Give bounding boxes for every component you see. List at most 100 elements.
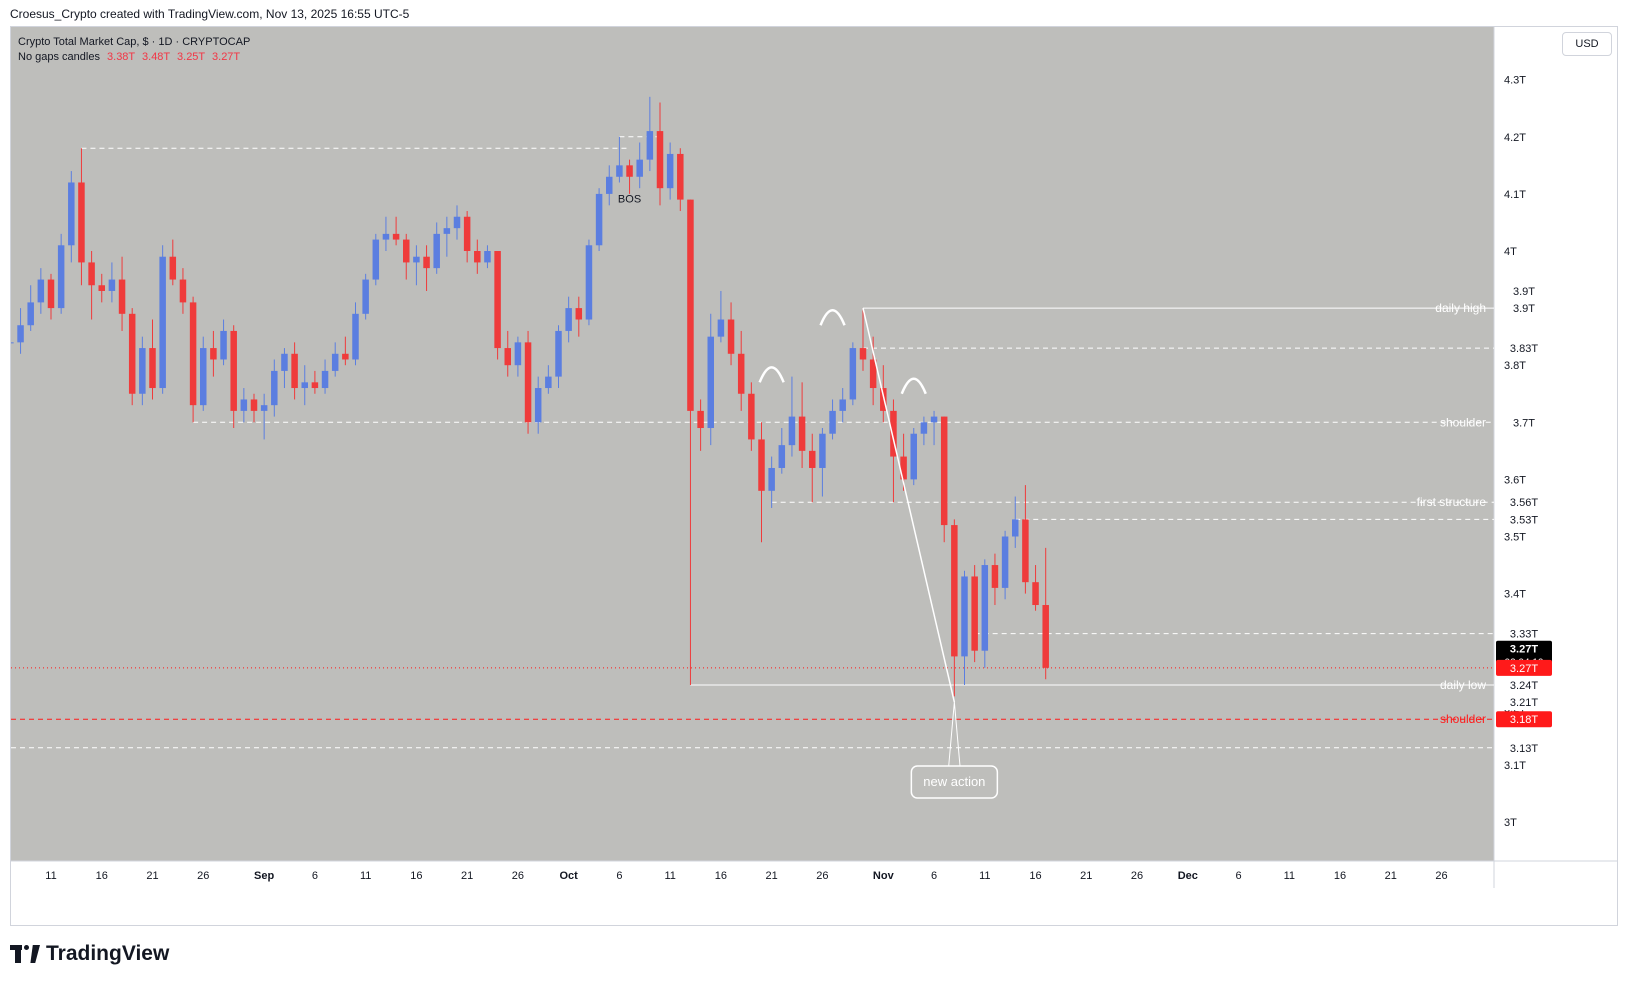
price-tick-label: 3.4T <box>1504 589 1526 601</box>
price-tag-bg <box>1496 282 1552 299</box>
candle-body <box>758 439 765 491</box>
candle <box>250 393 258 423</box>
time-tick-label: 6 <box>931 870 937 882</box>
candle <box>382 216 390 251</box>
price-tag-bg <box>1496 511 1552 528</box>
trend-line <box>862 307 956 703</box>
ohlc-close: 3.27T <box>212 51 241 63</box>
price-tag-bg <box>1496 625 1552 642</box>
candle-body <box>961 576 968 657</box>
candle-body <box>595 193 603 246</box>
price-tick-label: 4.1T <box>1504 189 1526 201</box>
time-tick-label: 11 <box>664 870 675 882</box>
candle-body <box>189 302 197 406</box>
price-tag-bg <box>1496 494 1552 511</box>
candle <box>961 570 968 685</box>
currency-button[interactable]: USD <box>1562 32 1612 56</box>
candle-body <box>392 233 400 240</box>
candle-body <box>413 256 420 263</box>
candle <box>595 188 603 251</box>
candle-body <box>890 410 897 457</box>
chart-attribution: Croesus_Crypto created with TradingView.… <box>10 7 410 21</box>
candle-body <box>57 245 65 309</box>
candle <box>362 273 369 320</box>
candle <box>585 239 593 326</box>
candle-body <box>433 233 440 269</box>
price-tag: 3.53T <box>1510 514 1538 526</box>
time-tick-label: 16 <box>410 870 422 882</box>
candle-body <box>555 330 562 377</box>
plot-layer: daily high shoulder first structure daily l… <box>0 96 1494 799</box>
candle <box>930 410 938 446</box>
candle <box>189 296 197 423</box>
candle-body <box>200 348 207 406</box>
price-tick-label: 4.2T <box>1504 132 1526 144</box>
time-tick-label: 11 <box>979 870 990 882</box>
candle-body <box>484 251 491 263</box>
candle <box>646 96 654 172</box>
current-price-label: 3.27T <box>1510 644 1538 656</box>
candle-body <box>17 325 24 343</box>
candle <box>200 336 207 411</box>
candle <box>616 136 623 183</box>
candle-body <box>240 399 248 411</box>
plot-background <box>11 27 1494 861</box>
candle-body <box>575 308 583 320</box>
candle-body <box>331 353 339 371</box>
candle-body <box>37 279 45 303</box>
candle-body <box>717 319 725 337</box>
candle <box>849 342 857 406</box>
candle-body <box>869 359 877 389</box>
candle <box>423 245 430 291</box>
price-tag: 3.56T <box>1510 497 1538 509</box>
candle-body <box>494 251 501 349</box>
candle-body <box>68 182 75 246</box>
candle <box>240 388 248 423</box>
candle <box>788 376 796 457</box>
candle <box>890 399 897 503</box>
candle <box>139 336 146 406</box>
candle <box>88 251 95 320</box>
price-tag-bg <box>1496 676 1552 693</box>
indicator-row: No gaps candles 3.38T 3.48T 3.25T 3.27T <box>18 50 250 65</box>
candle <box>433 222 440 274</box>
candle <box>666 142 674 200</box>
candle-body <box>1012 519 1019 537</box>
candle <box>717 290 725 343</box>
chart-title: Crypto Total Market Cap, $ · 1D · CRYPTO… <box>18 36 251 48</box>
candle <box>78 148 85 286</box>
candle-body <box>737 353 745 394</box>
candle-body <box>930 416 938 423</box>
callout-pointer <box>947 702 961 771</box>
candle-body <box>453 216 461 229</box>
chart-legend: Crypto Total Market Cap, $ · 1D · CRYPTO… <box>18 35 250 65</box>
candle-body <box>849 348 857 400</box>
candle <box>210 330 217 377</box>
price-tick-label: 4.3T <box>1504 75 1526 87</box>
candle-body <box>971 576 978 651</box>
time-tick-label: 6 <box>1235 870 1241 882</box>
candle-body <box>880 388 887 411</box>
candle <box>0 337 4 457</box>
price-tick-label: 4T <box>1504 246 1517 258</box>
candle <box>159 245 166 394</box>
candle <box>413 245 420 286</box>
time-tick-label: 26 <box>512 870 524 882</box>
time-tick-label: 16 <box>1334 870 1346 882</box>
candle-body <box>78 182 85 263</box>
candle-body <box>524 342 532 423</box>
candle-body <box>951 525 958 657</box>
candle <box>108 262 116 303</box>
price-tag-bg <box>1496 414 1552 431</box>
candle-body <box>423 256 430 269</box>
candle <box>545 365 552 394</box>
candle-body <box>545 376 552 389</box>
candle <box>920 416 928 446</box>
time-tick-label: 6 <box>616 870 622 882</box>
candle <box>565 296 572 343</box>
candle <box>707 313 714 446</box>
level-label: daily low <box>1440 678 1486 692</box>
candle-body <box>443 228 451 234</box>
candle <box>534 376 542 434</box>
